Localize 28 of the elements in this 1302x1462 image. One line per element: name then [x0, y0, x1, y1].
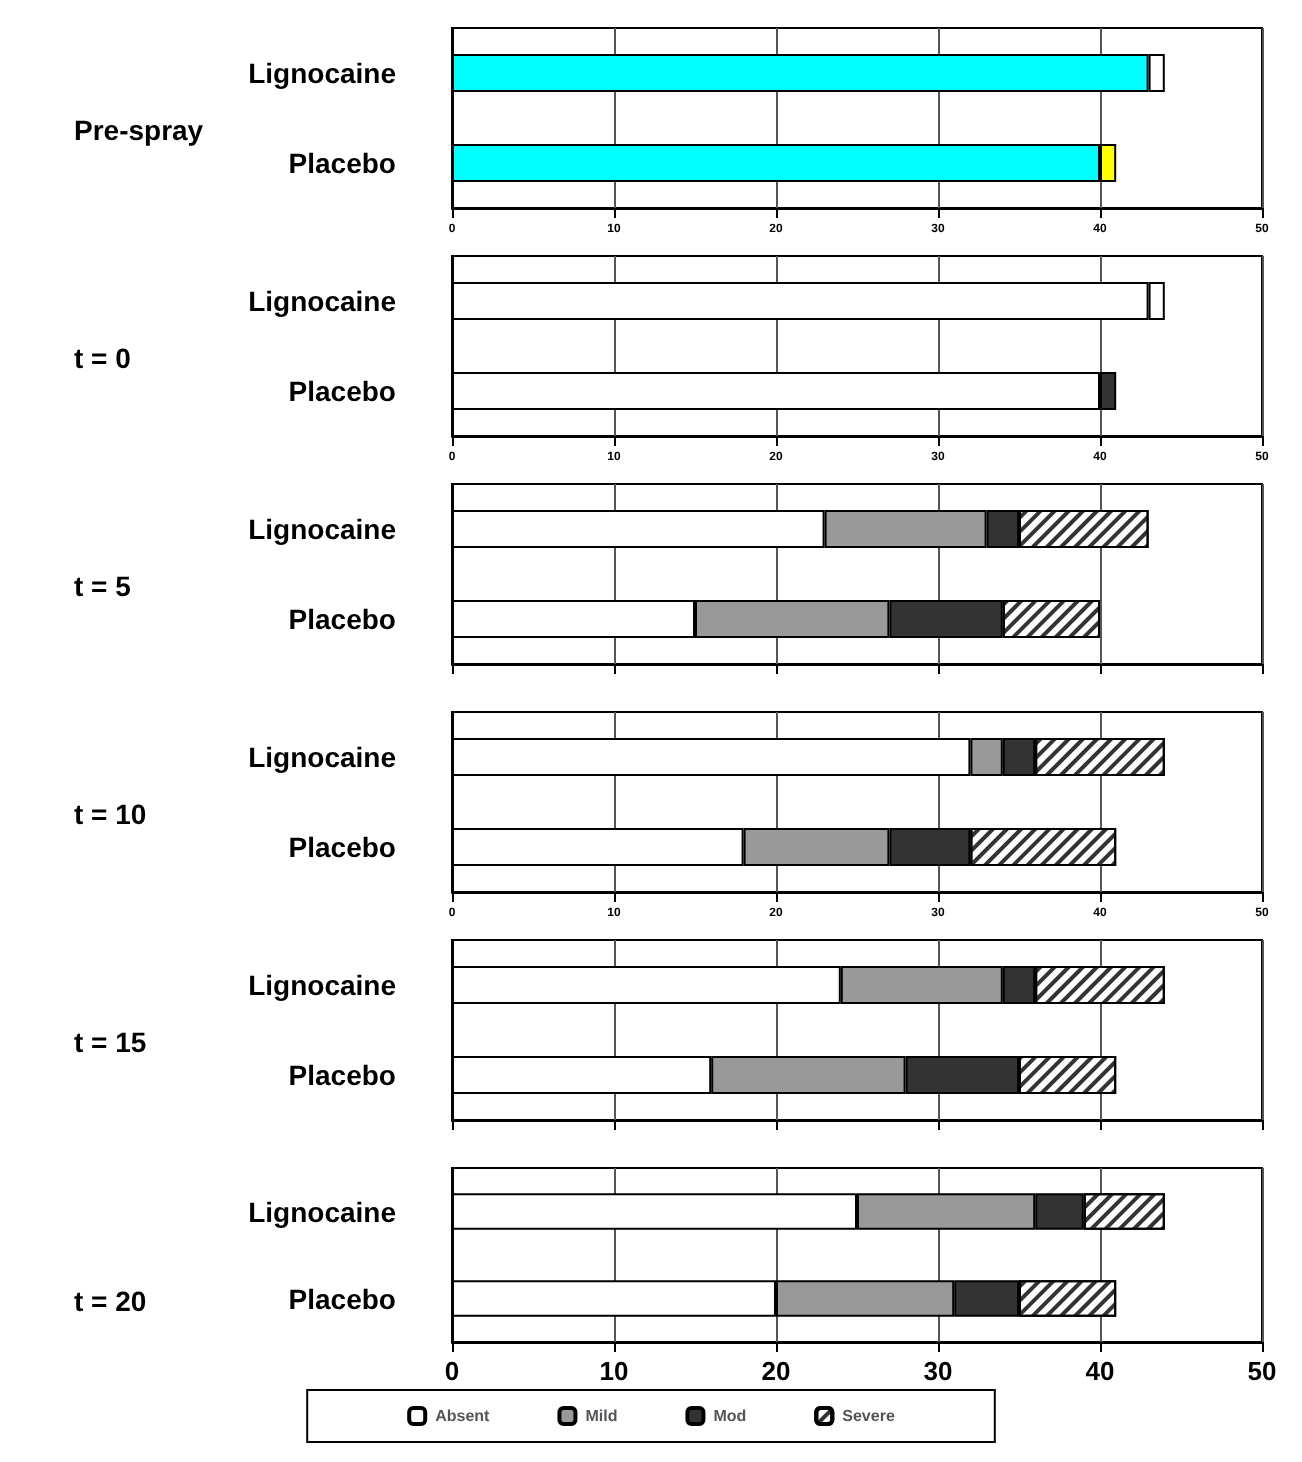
legend-label: Mild — [585, 1407, 618, 1425]
y-tick-label: Placebo — [288, 1059, 396, 1091]
y-tick-label: Placebo — [288, 1282, 396, 1315]
y-tick-label: Lignocaine — [248, 513, 397, 545]
text: t = 5 — [74, 570, 132, 602]
text: Pre-spray — [74, 114, 204, 146]
text: t = 0 — [74, 342, 132, 374]
y-tick-label: Lignocaine — [248, 285, 397, 317]
y-tick-label: Lignocaine — [248, 969, 397, 1001]
x-tick-label: 0 — [444, 1356, 460, 1386]
y-tick-label: Placebo — [288, 375, 396, 407]
x-tick-label: 50 — [1247, 1356, 1277, 1386]
y-tick-label: Placebo — [288, 831, 396, 863]
y-tick-label: Lignocaine — [248, 57, 397, 89]
legend-label: Severe — [842, 1407, 896, 1425]
x-tick-label: 10 — [599, 1356, 629, 1386]
y-tick-label: Lignocaine — [248, 1195, 397, 1228]
x-tick-label: 30 — [923, 1356, 953, 1386]
x-tick-label: 40 — [1085, 1356, 1115, 1386]
y-tick-label: Lignocaine — [248, 741, 397, 773]
text: t = 10 — [74, 798, 147, 830]
text: t = 15 — [74, 1026, 147, 1058]
legend-label: Absent — [435, 1407, 491, 1425]
y-tick-label: Placebo — [288, 603, 396, 635]
legend-label: Mod — [713, 1407, 747, 1425]
y-tick-label: Placebo — [288, 147, 396, 179]
text: t = 20 — [74, 1285, 147, 1317]
x-tick-label: 20 — [761, 1356, 791, 1386]
